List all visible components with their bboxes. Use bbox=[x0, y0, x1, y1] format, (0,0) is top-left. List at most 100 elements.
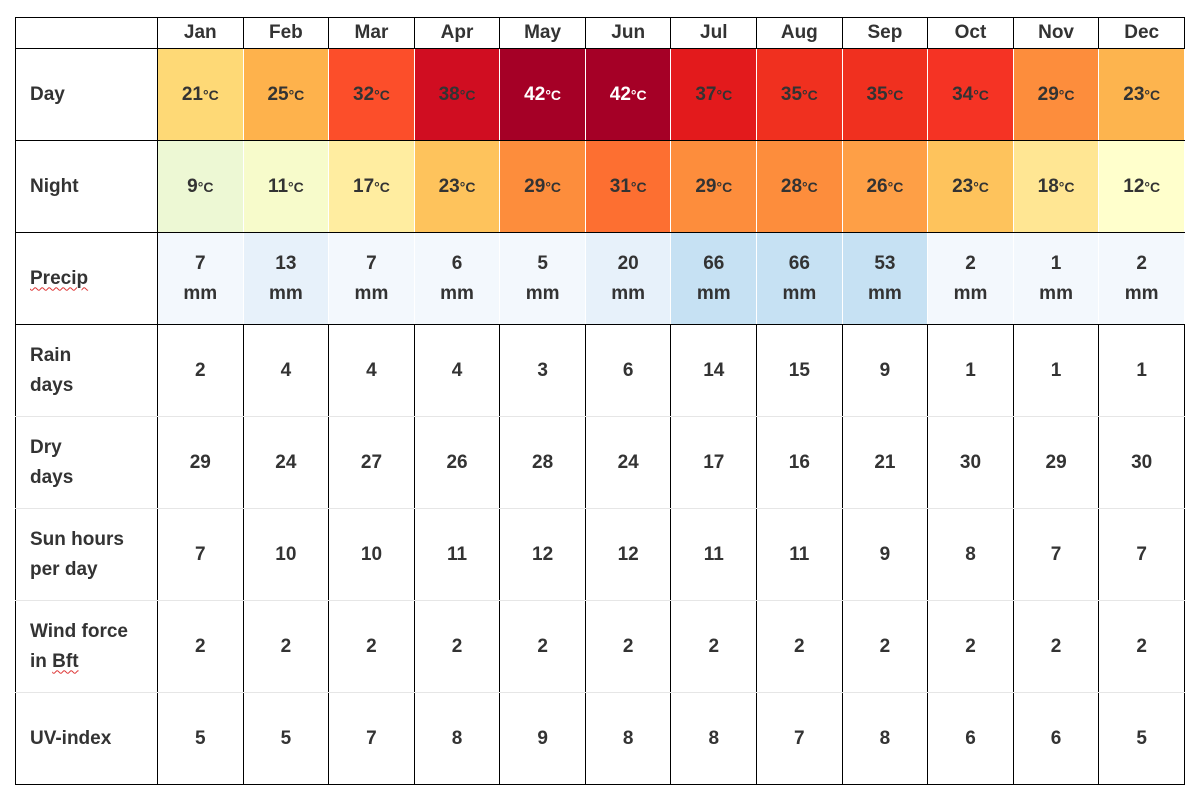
precip-cell: 1 mm bbox=[1012, 232, 1100, 325]
precip-cell: 7 mm bbox=[157, 232, 244, 325]
night-temp-cell: 18°C bbox=[1012, 140, 1100, 233]
precip-cell-value: 2 bbox=[965, 252, 976, 274]
uv-index-cell: 5 bbox=[242, 692, 330, 785]
rain-days-row: Rain days 2 4 4 4 3 6 14 15 9 1 1 1 bbox=[15, 324, 1185, 417]
sun-hours-cell-value: 7 bbox=[195, 543, 206, 565]
wind-force-cell: 2 bbox=[157, 600, 244, 693]
precip-cell-value: 7 bbox=[366, 252, 377, 274]
wind-force-cell-value: 2 bbox=[879, 635, 891, 657]
rain-days-cell: 1 bbox=[1012, 324, 1100, 417]
dry-days-cell-value: 26 bbox=[446, 451, 468, 473]
day-temp-cell-value: 35 bbox=[780, 83, 803, 105]
day-temp-cell: 29°C bbox=[1012, 48, 1100, 141]
precip-cell-value: 2 bbox=[1136, 252, 1147, 274]
unit-label: mm bbox=[440, 282, 474, 304]
precip-cell-value: 53 bbox=[874, 252, 896, 274]
month-header: Nov bbox=[1012, 17, 1100, 49]
uv-index-cell-value: 6 bbox=[965, 727, 976, 749]
unit-label: mm bbox=[525, 282, 560, 304]
sun-hours-cell-value: 8 bbox=[965, 543, 976, 565]
day-temperature-row: Day 21°C 25°C 32°C 38°C 42°C 42°C 37°C 35°C 35°C… bbox=[15, 48, 1185, 141]
unit-label: °C bbox=[459, 178, 476, 195]
rain-days-cell: 6 bbox=[584, 324, 672, 417]
precip-cell-value: 66 bbox=[788, 252, 810, 274]
unit-label: mm bbox=[1124, 282, 1159, 304]
wind-force-cell-value: 2 bbox=[280, 635, 292, 657]
uv-index-cell: 8 bbox=[413, 692, 501, 785]
unit-label: mm bbox=[268, 282, 303, 304]
unit-label: °C bbox=[288, 86, 305, 103]
uv-index-cell: 6 bbox=[927, 692, 1014, 785]
night-temp-cell: 28°C bbox=[756, 140, 843, 233]
rain-days-cell-value: 1 bbox=[1136, 359, 1147, 381]
unit-label: °C bbox=[545, 86, 562, 103]
dry-days-cell-value: 24 bbox=[617, 451, 639, 473]
night-temp-cell: 11°C bbox=[242, 140, 330, 233]
night-temp-cell-value: 31 bbox=[609, 175, 631, 197]
day-temp-cell: 35°C bbox=[756, 48, 843, 141]
unit-label: °C bbox=[1144, 178, 1161, 195]
sun-hours-cell: 12 bbox=[584, 508, 672, 601]
uv-index-cell-value: 8 bbox=[451, 727, 463, 749]
sun-hours-cell-value: 11 bbox=[703, 543, 724, 565]
uv-index-cell: 6 bbox=[1012, 692, 1100, 785]
precip-cell-value: 20 bbox=[617, 252, 639, 274]
sun-hours-cell: 9 bbox=[841, 508, 929, 601]
unit-label: mm bbox=[354, 282, 389, 304]
precip-cell: 53 mm bbox=[841, 232, 929, 325]
night-temp-cell-value: 17 bbox=[353, 175, 375, 197]
precip-cell-value: 1 bbox=[1050, 252, 1062, 274]
sun-hours-cell: 11 bbox=[670, 508, 758, 601]
unit-label: mm bbox=[1039, 282, 1073, 304]
precip-cell-value: 7 bbox=[195, 252, 206, 274]
day-temp-cell: 32°C bbox=[328, 48, 415, 141]
dry-days-cell-value: 17 bbox=[703, 451, 725, 473]
wind-force-cell-value: 2 bbox=[794, 635, 805, 657]
uv-index-cell: 8 bbox=[670, 692, 758, 785]
month-header: Sep bbox=[841, 17, 929, 49]
rain-days-cell: 9 bbox=[841, 324, 929, 417]
sun-hours-cell-value: 9 bbox=[879, 543, 891, 565]
night-temp-cell: 29°C bbox=[670, 140, 758, 233]
unit-label: °C bbox=[973, 178, 989, 195]
dry-days-cell-value: 21 bbox=[874, 451, 896, 473]
row-label-wind-force: Wind force in Bft bbox=[15, 600, 158, 693]
precip-cell-value: 6 bbox=[451, 252, 463, 274]
dry-days-cell-value: 30 bbox=[959, 451, 982, 473]
rain-days-cell-value: 6 bbox=[622, 359, 634, 381]
wind-force-row: Wind force in Bft 2 2 2 2 2 2 2 2 2 2 2 2 bbox=[15, 600, 1185, 693]
precip-cell: 2 mm bbox=[927, 232, 1014, 325]
wind-force-cell-value: 2 bbox=[965, 635, 976, 657]
day-temp-cell: 38°C bbox=[413, 48, 501, 141]
dry-days-cell: 29 bbox=[1012, 416, 1100, 509]
wind-force-cell: 2 bbox=[413, 600, 501, 693]
unit-label: °C bbox=[630, 86, 647, 103]
wind-force-cell: 2 bbox=[1012, 600, 1100, 693]
night-temp-cell: 9°C bbox=[157, 140, 244, 233]
unit-label: °C bbox=[716, 86, 733, 103]
unit-label: °C bbox=[1144, 86, 1161, 103]
unit-label: mm bbox=[696, 282, 731, 304]
dry-days-cell-value: 28 bbox=[532, 451, 554, 473]
month-header-row: Jan Feb Mar Apr May Jun Jul Aug Sep Oct … bbox=[15, 17, 1185, 49]
rain-days-cell-value: 4 bbox=[280, 359, 292, 381]
dry-days-cell: 16 bbox=[756, 416, 843, 509]
dry-days-cell: 27 bbox=[328, 416, 415, 509]
day-temp-cell-value: 42 bbox=[524, 83, 546, 105]
unit-label: mm bbox=[782, 282, 817, 304]
month-header: May bbox=[499, 17, 586, 49]
day-temp-cell-value: 25 bbox=[267, 83, 289, 105]
month-header: Feb bbox=[242, 17, 330, 49]
corner-cell bbox=[15, 17, 158, 49]
dry-days-cell: 30 bbox=[927, 416, 1014, 509]
sun-hours-row: Sun hours per day 7 10 10 11 12 12 11 11 9 8 7 7 bbox=[15, 508, 1185, 601]
day-temp-cell-value: 21 bbox=[181, 83, 203, 105]
wind-force-cell: 2 bbox=[756, 600, 843, 693]
sun-hours-cell: 7 bbox=[157, 508, 244, 601]
rain-days-cell: 2 bbox=[157, 324, 244, 417]
night-temp-cell: 23°C bbox=[413, 140, 501, 233]
unit-label: °C bbox=[630, 178, 647, 195]
dry-days-cell: 21 bbox=[841, 416, 929, 509]
night-temp-cell-value: 29 bbox=[695, 175, 717, 197]
sun-hours-cell-value: 12 bbox=[532, 543, 554, 565]
